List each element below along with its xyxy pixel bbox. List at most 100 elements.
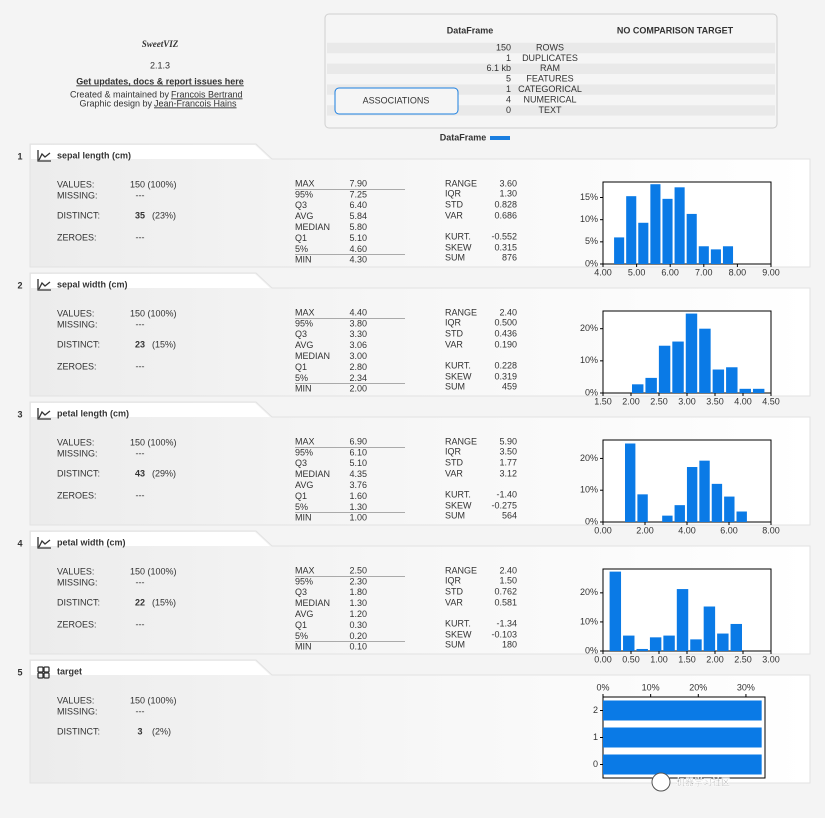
- quantile-label: MIN: [295, 255, 312, 265]
- row-value: 6.1 kb: [486, 63, 511, 73]
- stat-label: IQR: [445, 317, 462, 327]
- quantile-label: AVG: [295, 609, 313, 619]
- info-label: MISSING:: [57, 706, 98, 716]
- bar: [614, 237, 625, 264]
- quantile-label: 5%: [295, 244, 308, 254]
- bar: [625, 443, 636, 522]
- quantile-label: AVG: [295, 340, 313, 350]
- quantile-value: 1.60: [349, 491, 367, 501]
- bar: [722, 246, 734, 264]
- quantile-value: 4.35: [349, 469, 367, 479]
- quantile-label: Q3: [295, 329, 307, 339]
- stat-value: 2.40: [499, 565, 517, 575]
- x-tick-label: 7.00: [695, 267, 713, 277]
- stat-value: 0.828: [494, 199, 517, 209]
- quantile-label: MIN: [295, 384, 312, 394]
- quantile-value: 6.40: [349, 200, 367, 210]
- quantile-value: 5.80: [349, 222, 367, 232]
- stat-value: 876: [502, 252, 517, 262]
- quantile-label: 5%: [295, 502, 308, 512]
- quantile-label: Q1: [295, 362, 307, 372]
- stat-value: 0.581: [494, 597, 517, 607]
- x-tick-label: 4.50: [762, 396, 780, 406]
- bar: [676, 589, 689, 651]
- stat-value: 5.90: [499, 436, 517, 446]
- stat-value: -1.40: [496, 489, 517, 499]
- row-label: RAM: [540, 63, 560, 73]
- docs-link[interactable]: Get updates, docs & report issues here: [76, 76, 244, 86]
- feature-number: 4: [17, 538, 22, 548]
- quantile-value: 1.20: [349, 609, 367, 619]
- info-value: ---: [136, 619, 145, 629]
- icon: [38, 152, 51, 161]
- quantile-label: 95%: [295, 576, 313, 586]
- x-tick-label: 6.00: [720, 525, 738, 535]
- stat-value: 0.190: [494, 339, 517, 349]
- x-tick-label: 8.00: [762, 525, 780, 535]
- info-label: DISTINCT:: [57, 468, 100, 478]
- quantile-label: 5%: [295, 631, 308, 641]
- x-tick-label: 2.50: [650, 396, 668, 406]
- watermark-icon: [651, 772, 671, 792]
- author-link[interactable]: Jean-Francois Hains: [154, 98, 237, 108]
- author-link[interactable]: Francois Bertrand: [171, 89, 243, 99]
- x-tick-label: 2.00: [706, 654, 724, 664]
- bar: [623, 635, 635, 651]
- stat-label: STD: [445, 328, 464, 338]
- info-label: ZEROES:: [57, 361, 97, 371]
- x-tick-label: 0%: [596, 682, 609, 692]
- stat-label: SUM: [445, 510, 465, 520]
- quantile-value: 3.06: [349, 340, 367, 350]
- feature-name: target: [57, 666, 82, 676]
- info-label: MISSING:: [57, 319, 98, 329]
- info-label: MISSING:: [57, 448, 98, 458]
- icon: [37, 672, 44, 679]
- quantile-value: 3.80: [349, 318, 367, 328]
- stat-value: 0.686: [494, 210, 517, 220]
- x-tick-label: 9.00: [762, 267, 780, 277]
- stat-label: RANGE: [445, 307, 477, 317]
- x-tick-label: 0.00: [594, 654, 612, 664]
- quantile-label: MEDIAN: [295, 222, 330, 232]
- info-value: 22: [135, 597, 145, 607]
- info-value: 150 (100%): [130, 308, 177, 318]
- row-value: 150: [496, 42, 511, 52]
- stat-label: RANGE: [445, 565, 477, 575]
- logo: SweetVIZ: [142, 39, 179, 49]
- quantile-value: 3.30: [349, 329, 367, 339]
- feature-number: 1: [17, 151, 22, 161]
- icon: [43, 672, 50, 679]
- x-tick-label: 1.50: [594, 396, 612, 406]
- bar: [603, 754, 762, 775]
- x-tick-label: 30%: [737, 682, 755, 692]
- stat-value: 0.315: [494, 242, 517, 252]
- icon: [38, 410, 51, 419]
- quantile-label: Q1: [295, 491, 307, 501]
- quantile-value: 7.90: [349, 178, 367, 188]
- quantile-label: MEDIAN: [295, 351, 330, 361]
- bar: [698, 246, 709, 264]
- row-label: DUPLICATES: [522, 53, 578, 63]
- stat-label: RANGE: [445, 178, 477, 188]
- bar: [609, 571, 622, 651]
- x-tick-label: 1.00: [650, 654, 668, 664]
- associations-label[interactable]: ASSOCIATIONS: [363, 95, 430, 105]
- quantile-value: 6.90: [349, 436, 367, 446]
- associations-button[interactable]: [334, 87, 459, 115]
- info-value: ---: [136, 190, 145, 200]
- info-pct: (2%): [152, 726, 171, 736]
- y-tick-label: 0%: [585, 516, 598, 526]
- bar: [736, 511, 747, 522]
- y-tick-label: 20%: [580, 587, 598, 597]
- quantile-label: Q3: [295, 458, 307, 468]
- row-value: 0: [506, 105, 511, 115]
- info-value: 43: [135, 468, 145, 478]
- row-value: 1: [506, 53, 511, 63]
- x-tick-label: 10%: [642, 682, 660, 692]
- quantile-value: 2.00: [349, 384, 367, 394]
- feature-name: sepal width (cm): [57, 279, 128, 289]
- quantile-label: Q3: [295, 200, 307, 210]
- info-label: ZEROES:: [57, 232, 97, 242]
- info-label: DISTINCT:: [57, 210, 100, 220]
- quantile-value: 0.10: [349, 642, 367, 652]
